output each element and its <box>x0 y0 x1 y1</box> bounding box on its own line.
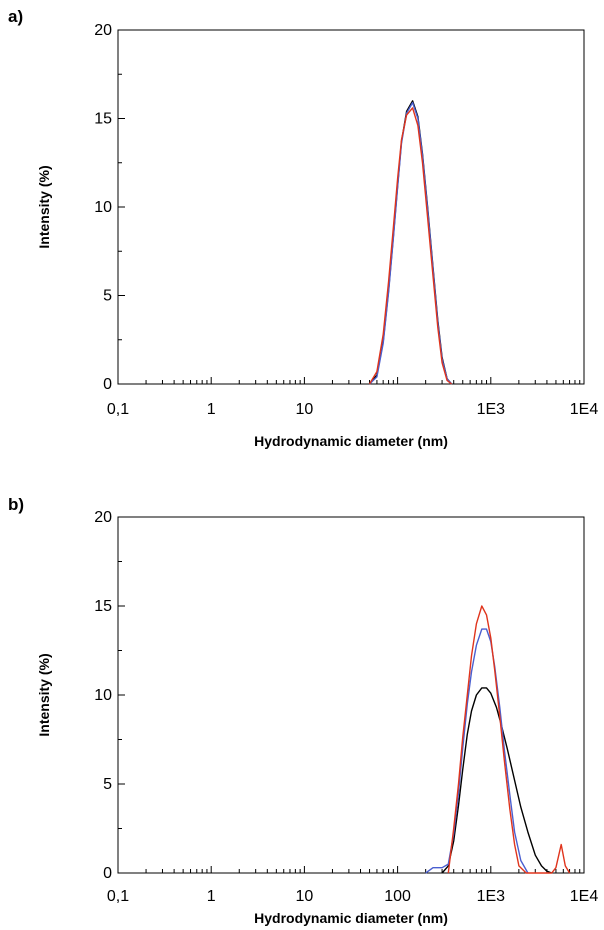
y-tick-label: 15 <box>94 111 112 128</box>
y-tick-label: 20 <box>94 509 112 526</box>
x-tick-label: 10 <box>296 401 314 418</box>
series-line-2 <box>425 628 529 874</box>
chart-panel-1: a) 0 5 10 15 20 0,1 1 10 1E3 1E4 Hydrodynamic diame… <box>8 7 598 449</box>
x-tick-label: 0,1 <box>107 888 129 905</box>
y-tick-label: 20 <box>94 22 112 39</box>
y-axis-title: Intensity (%) <box>36 653 52 736</box>
plot-frame <box>117 29 585 385</box>
y-tick-label: 0 <box>103 376 112 393</box>
x-tick-label: 1E3 <box>477 888 506 905</box>
y-tick-label: 0 <box>103 865 112 882</box>
x-tick-label: 1 <box>207 888 216 905</box>
y-tick-label: 15 <box>94 598 112 615</box>
x-tick-label: 1 <box>207 401 216 418</box>
x-tick-label: 0,1 <box>107 401 129 418</box>
panel-label: b) <box>8 495 24 514</box>
y-tick-label: 10 <box>94 199 112 216</box>
y-tick-label: 10 <box>94 687 112 704</box>
x-tick-label: 1E4 <box>570 401 599 418</box>
series-line-3 <box>447 605 571 874</box>
x-axis-title: Hydrodynamic diameter (nm) <box>254 433 448 449</box>
x-tick-label: 1E4 <box>570 888 599 905</box>
y-axis-title: Intensity (%) <box>36 165 52 248</box>
y-tick-label: 5 <box>103 776 112 793</box>
series-line-3 <box>368 107 453 385</box>
y-tick-label: 5 <box>103 288 112 305</box>
chart-panel-2: b) 0 5 10 15 20 0,1 1 10 100 1E3 1E4 Hydrodynamic di… <box>8 495 598 926</box>
series-line-1 <box>441 687 552 874</box>
x-tick-label: 10 <box>296 888 314 905</box>
panel-label: a) <box>8 7 23 26</box>
x-tick-label: 100 <box>384 888 411 905</box>
x-axis-title: Hydrodynamic diameter (nm) <box>254 910 448 926</box>
plot-frame <box>117 516 585 874</box>
x-tick-label: 1E3 <box>477 401 506 418</box>
